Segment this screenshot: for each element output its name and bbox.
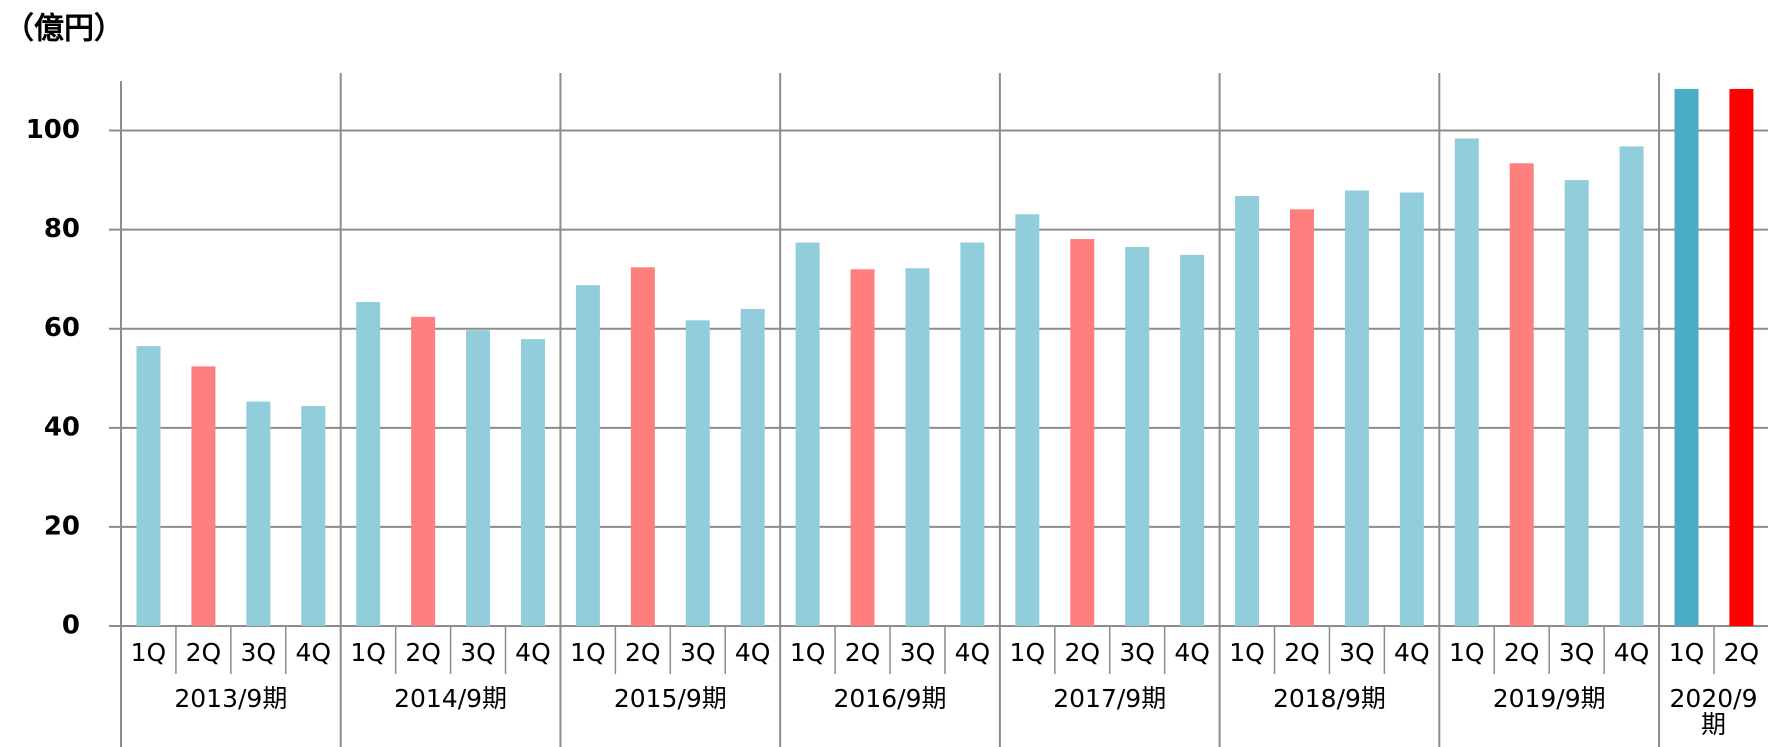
- x-tick-label: 4Q: [1614, 638, 1650, 667]
- bar: [960, 242, 985, 626]
- y-tick-label: 20: [44, 511, 80, 541]
- bar: [905, 268, 930, 626]
- y-tick-label: 0: [62, 611, 80, 641]
- x-tick-label: 2Q: [1284, 638, 1320, 667]
- bar: [191, 366, 216, 626]
- x-tick-label: 2Q: [1504, 638, 1540, 667]
- bar: [520, 339, 545, 626]
- x-tick-label: 4Q: [1174, 638, 1210, 667]
- bar: [1454, 138, 1479, 627]
- bar: [356, 301, 381, 626]
- y-tick-label: 100: [26, 115, 80, 145]
- bar: [575, 285, 600, 626]
- group-label: 2019/9期: [1492, 684, 1606, 713]
- group-label: 2018/9期: [1272, 684, 1386, 713]
- x-tick-label: 1Q: [131, 638, 167, 667]
- bar: [630, 267, 655, 626]
- group-label: 2014/9期: [394, 684, 508, 713]
- bar: [1070, 239, 1095, 627]
- y-tick-label: 80: [44, 214, 80, 244]
- x-tick-label: 3Q: [680, 638, 716, 667]
- bar: [1564, 180, 1589, 626]
- group-label: 2013/9期: [174, 684, 288, 713]
- y-tick-label: 60: [44, 313, 80, 343]
- bar: [740, 308, 765, 626]
- group-label: 2016/9期: [833, 684, 947, 713]
- x-tick-label: 1Q: [1449, 638, 1485, 667]
- x-tick-label: 2Q: [1064, 638, 1100, 667]
- y-tick-label: 40: [44, 412, 80, 442]
- x-tick-label: 1Q: [1669, 638, 1705, 667]
- bar: [246, 401, 271, 626]
- x-tick-label: 4Q: [295, 638, 331, 667]
- bar: [1180, 254, 1205, 626]
- bar: [1125, 246, 1150, 626]
- x-tick-label: 2Q: [405, 638, 441, 667]
- bar: [1729, 88, 1754, 627]
- x-tick-label: 4Q: [955, 638, 991, 667]
- x-tick-label: 1Q: [1229, 638, 1265, 667]
- bar: [1619, 146, 1644, 626]
- bar: [685, 320, 710, 626]
- x-tick-label: 1Q: [350, 638, 386, 667]
- x-tick-label: 3Q: [1339, 638, 1375, 667]
- group-label: 2020/9期: [1669, 684, 1758, 739]
- x-tick-label: 1Q: [570, 638, 606, 667]
- x-tick-label: 3Q: [900, 638, 936, 667]
- bar: [1015, 214, 1040, 626]
- bar: [1289, 209, 1314, 626]
- x-tick-label: 2Q: [625, 638, 661, 667]
- x-tick-label: 1Q: [1010, 638, 1046, 667]
- chart-title: （億円）: [4, 12, 124, 47]
- bar: [1235, 195, 1260, 627]
- bar: [1509, 163, 1534, 626]
- bar: [850, 269, 875, 626]
- x-tick-label: 2Q: [845, 638, 881, 667]
- bar: [411, 316, 436, 626]
- bar: [795, 242, 820, 626]
- x-tick-label: 3Q: [1119, 638, 1155, 667]
- x-tick-label: 4Q: [515, 638, 551, 667]
- x-tick-label: 1Q: [790, 638, 826, 667]
- group-label: 2017/9期: [1053, 684, 1167, 713]
- x-tick-label: 3Q: [1559, 638, 1595, 667]
- x-tick-label: 4Q: [1394, 638, 1430, 667]
- x-tick-label: 3Q: [241, 638, 277, 667]
- x-tick-label: 2Q: [186, 638, 222, 667]
- x-tick-label: 3Q: [460, 638, 496, 667]
- group-label: 2015/9期: [613, 684, 727, 713]
- bar: [1674, 88, 1699, 627]
- x-tick-label: 4Q: [735, 638, 771, 667]
- x-tick-label: 2Q: [1724, 638, 1760, 667]
- bar: [1344, 190, 1369, 626]
- bar: [466, 330, 491, 626]
- bar: [136, 346, 161, 626]
- bar: [1399, 192, 1424, 626]
- bar: [301, 406, 326, 626]
